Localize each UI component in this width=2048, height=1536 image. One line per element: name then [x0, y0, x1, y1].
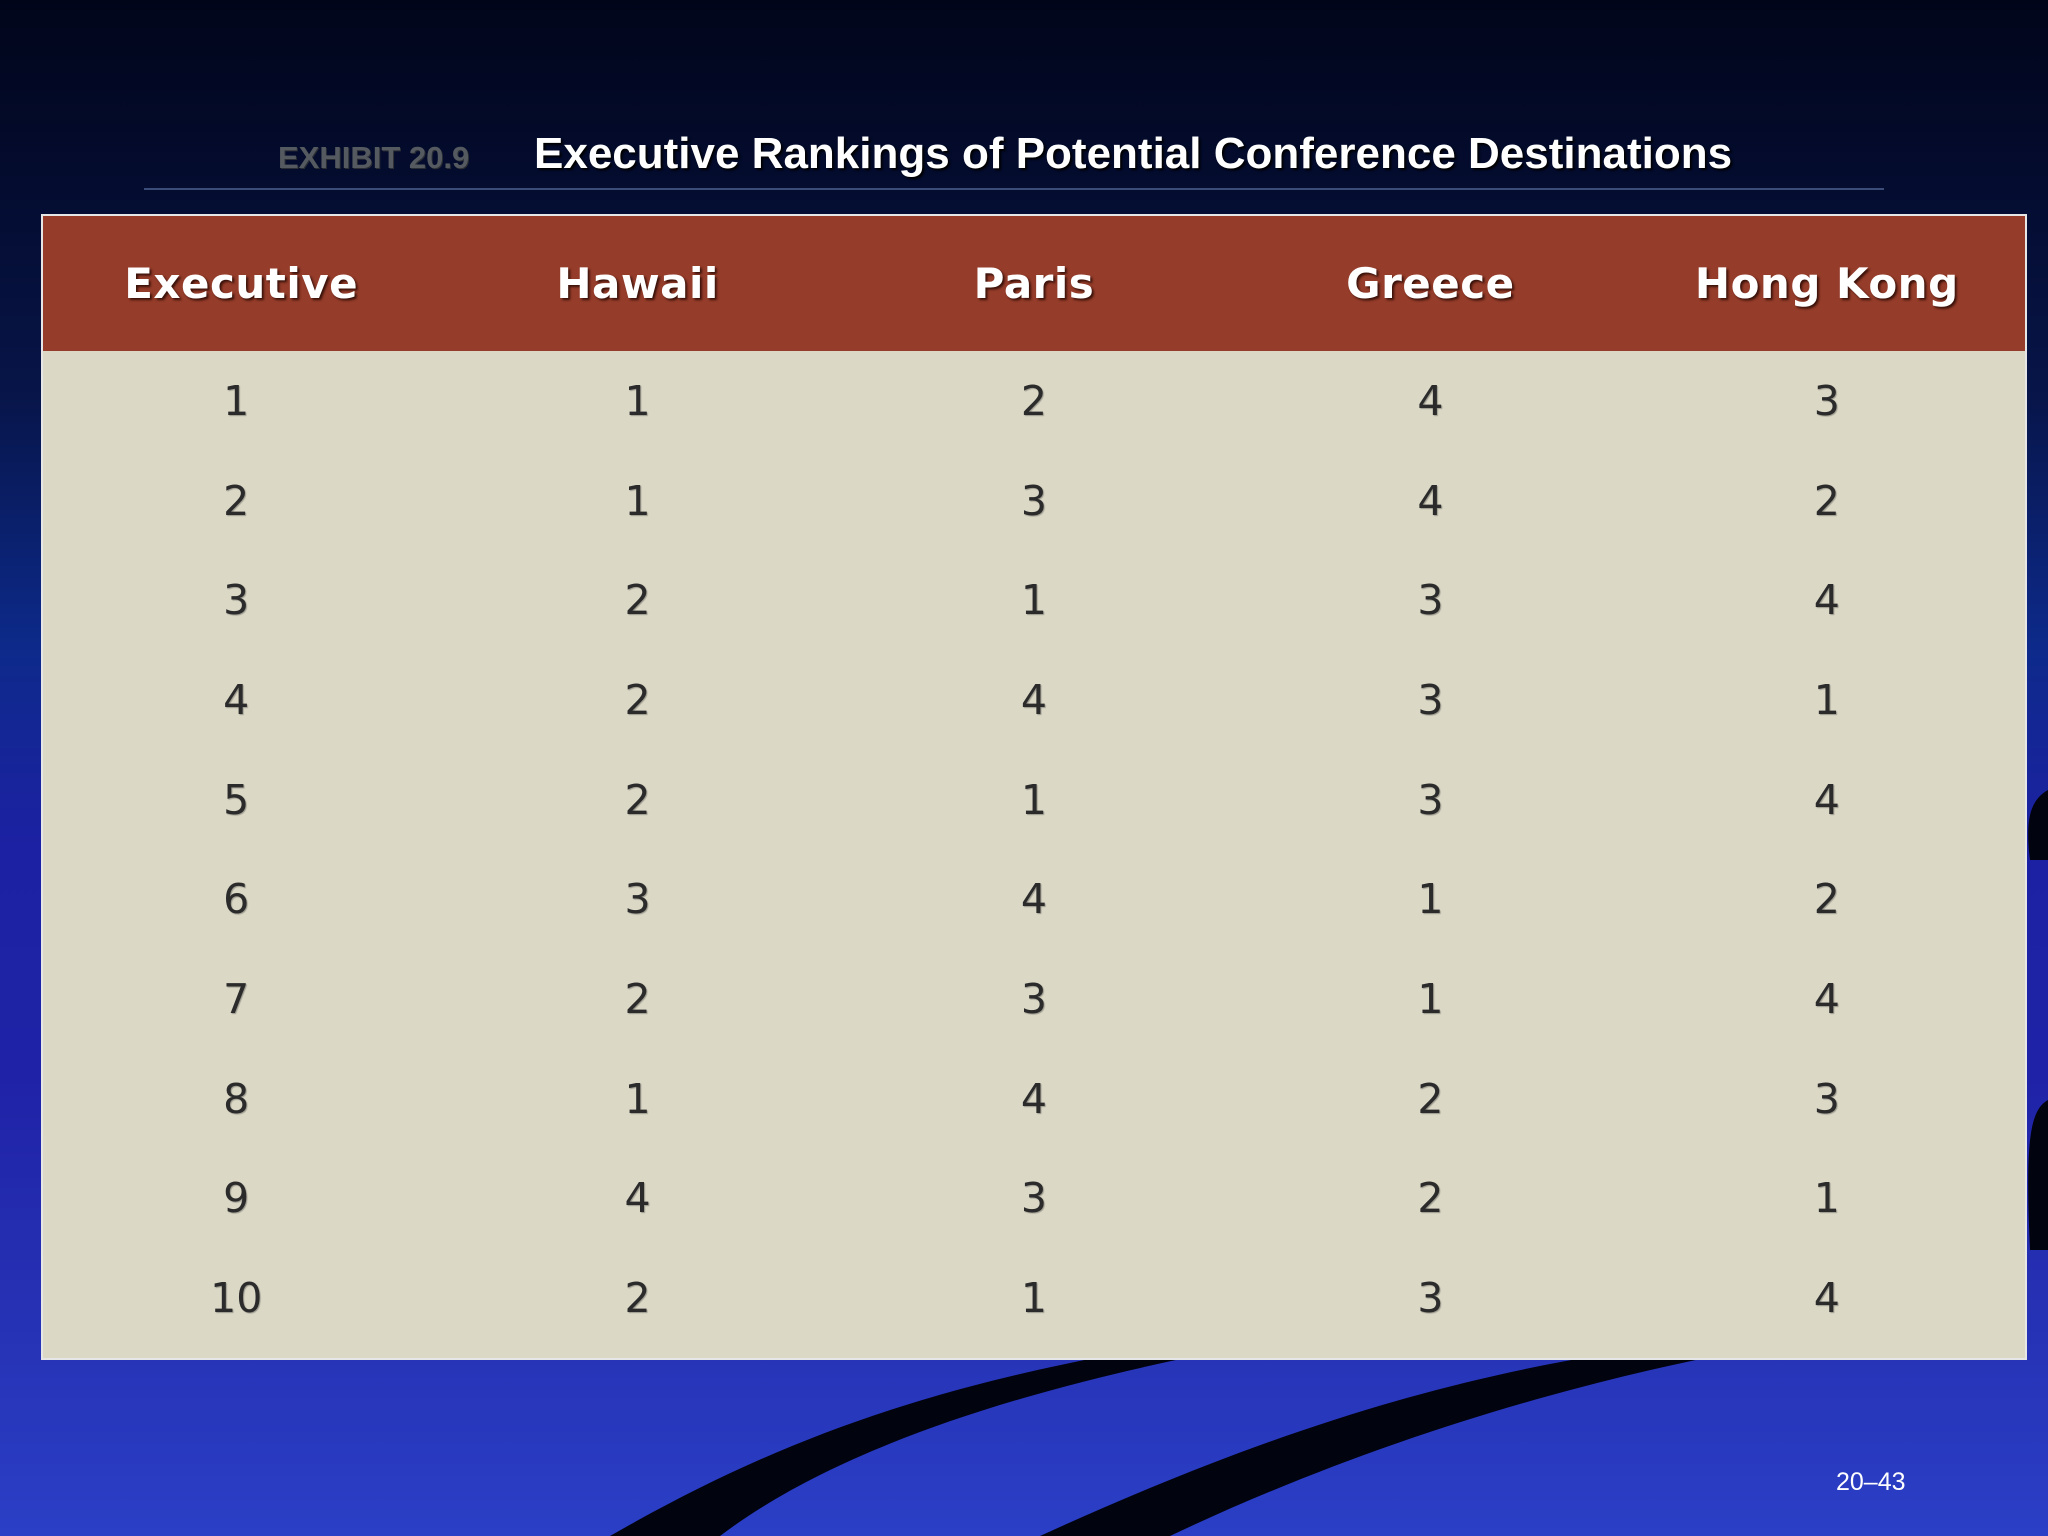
table-cell: 4 [1417, 476, 1444, 525]
table-row: 4 2 4 3 1 [43, 650, 2025, 750]
table-cell: 1 [1020, 576, 1048, 625]
table-cell: 3 [1417, 576, 1444, 625]
table-cell: 3 [1813, 376, 1840, 425]
table-row: 5 2 1 3 4 [43, 750, 2025, 850]
table-row: 2 1 3 4 2 [43, 451, 2025, 551]
rankings-table: Executive Hawaii Paris Greece Hong Kong … [41, 214, 2027, 1360]
header-paris: Paris [835, 216, 1233, 351]
table-row: 3 2 1 3 4 [43, 550, 2025, 650]
table-cell: 7 [223, 974, 250, 1023]
table-cell: 1 [1417, 974, 1444, 1023]
table-cell: 8 [223, 1074, 250, 1123]
table-cell: 2 [624, 974, 651, 1023]
table-cell: 1 [223, 376, 250, 425]
table-cell: 3 [1417, 775, 1444, 824]
table-cell: 3 [1813, 1074, 1840, 1123]
table-cell: 3 [1417, 1274, 1444, 1323]
table-cell: 1 [624, 376, 651, 425]
table-cell: 2 [1020, 376, 1048, 425]
header-hawaii: Hawaii [439, 216, 836, 351]
table-cell: 1 [1417, 875, 1444, 924]
table-row: 9 4 3 2 1 [43, 1149, 2025, 1249]
table-row: 1 1 2 4 3 [43, 351, 2025, 451]
table-cell: 6 [223, 875, 250, 924]
page-title: Executive Rankings of Potential Conferen… [534, 129, 1733, 178]
table-cell: 3 [1020, 476, 1048, 525]
table-cell: 2 [624, 675, 651, 724]
table-cell: 4 [1417, 376, 1444, 425]
table-cell: 2 [1813, 476, 1840, 525]
table-cell: 1 [1813, 675, 1840, 724]
table-cell: 2 [1417, 1074, 1444, 1123]
table-cell: 1 [1020, 775, 1048, 824]
table-cell: 1 [624, 1074, 651, 1123]
table-cell: 2 [1813, 875, 1840, 924]
table-cell: 2 [1417, 1174, 1444, 1223]
table-cell: 3 [1020, 1174, 1048, 1223]
table-cell: 9 [223, 1174, 250, 1223]
table-cell: 4 [1813, 576, 1840, 625]
table-cell: 3 [1020, 974, 1048, 1023]
table-row: 7 2 3 1 4 [43, 949, 2025, 1049]
table-cell: 1 [624, 476, 651, 525]
table-cell: 4 [1813, 974, 1840, 1023]
page-number: 20–43 [1836, 1468, 1906, 1496]
table-row: 6 3 4 1 2 [43, 849, 2025, 949]
table-header-row: Executive Hawaii Paris Greece Hong Kong [43, 216, 2025, 351]
table-row: 10 2 1 3 4 [43, 1248, 2025, 1348]
table-cell: 4 [1020, 1074, 1048, 1123]
table-cell: 2 [624, 1274, 651, 1323]
table-cell: 10 [210, 1274, 263, 1323]
table-cell: 4 [624, 1174, 651, 1223]
table-cell: 3 [1417, 675, 1444, 724]
table-cell: 1 [1813, 1174, 1840, 1223]
table-cell: 5 [223, 775, 250, 824]
table-cell: 2 [624, 576, 651, 625]
exhibit-label: EXHIBIT 20.9 [278, 140, 470, 175]
table-row: 8 1 4 2 3 [43, 1049, 2025, 1149]
table-cell: 2 [223, 476, 250, 525]
table-cell: 3 [223, 576, 250, 625]
table-cell: 4 [1020, 875, 1048, 924]
table-cell: 4 [1020, 675, 1048, 724]
title-row: EXHIBIT 20.9 Executive Rankings of Poten… [144, 126, 1884, 190]
header-greece: Greece [1232, 216, 1629, 351]
table-cell: 4 [223, 675, 250, 724]
table-cell: 1 [1020, 1274, 1048, 1323]
header-executive: Executive [43, 216, 440, 351]
table-cell: 3 [624, 875, 651, 924]
table-cell: 4 [1813, 1274, 1840, 1323]
table-cell: 2 [624, 775, 651, 824]
header-hong-kong: Hong Kong [1628, 216, 2025, 351]
table-cell: 4 [1813, 775, 1840, 824]
